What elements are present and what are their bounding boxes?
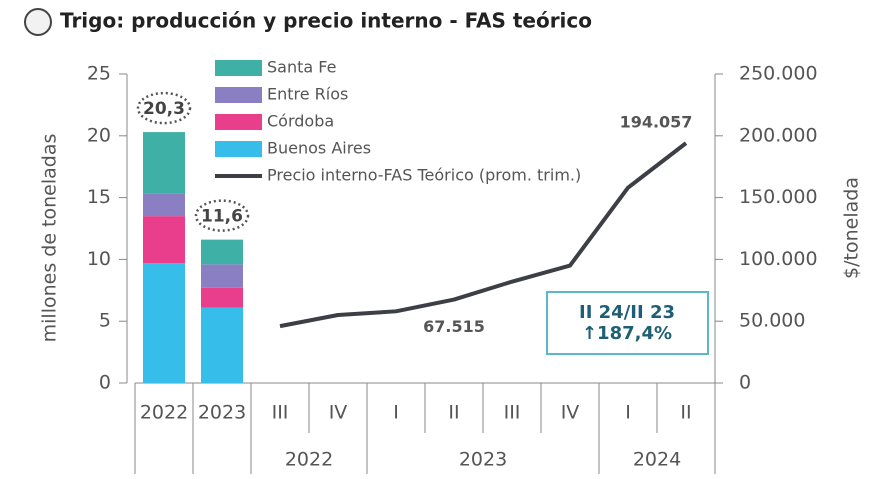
legend-swatch <box>215 141 262 157</box>
chart-title: Trigo: producción y precio interno - FAS… <box>60 9 592 33</box>
line-value-label: 67.515 <box>423 317 485 336</box>
y2-tick-label: 100.000 <box>739 248 818 270</box>
annotation-text: ↑187,4% <box>582 323 672 344</box>
x-group-label: 2022 <box>285 449 333 471</box>
y-tick-label: 15 <box>87 186 111 208</box>
y-tick-label: 0 <box>99 372 111 394</box>
total-label: 11,6 <box>201 207 243 227</box>
title-icon <box>24 8 52 36</box>
annotation-box <box>546 291 709 355</box>
total-ring <box>194 199 250 232</box>
y2-tick-label: 200.000 <box>739 124 818 146</box>
legend-swatch <box>215 87 262 103</box>
x-tick-label: III <box>504 402 521 424</box>
y2-tick-label: 250.000 <box>739 63 818 85</box>
bar-segment <box>143 263 185 383</box>
y-axis-label: millones de toneladas <box>39 134 61 343</box>
bar-segment <box>201 307 243 383</box>
price-line <box>279 141 688 329</box>
y-tick-label: 5 <box>99 310 111 332</box>
x-tick-label: II <box>680 402 691 424</box>
bar-segment <box>143 193 185 217</box>
bar-segment <box>201 264 243 288</box>
x-tick-label: I <box>393 402 399 424</box>
bar-segment <box>143 132 185 194</box>
legend-swatch <box>215 114 262 130</box>
legend-label: Buenos Aires <box>267 139 371 158</box>
y2-tick-label: 0 <box>739 372 751 394</box>
legend-label: Santa Fe <box>267 58 336 77</box>
bar-segment <box>143 216 185 264</box>
x-group-label: 2024 <box>633 449 681 471</box>
x-tick-label: 2022 <box>140 402 188 424</box>
line-value-label: 194.057 <box>620 113 693 132</box>
bar-segment <box>201 239 243 265</box>
bar-segment <box>201 287 243 308</box>
annotation-text: II 24/II 23 <box>579 302 675 323</box>
total-label: 20,3 <box>143 99 185 119</box>
x-tick-label: 2023 <box>198 402 246 424</box>
x-tick-label: I <box>625 402 631 424</box>
y2-tick-label: 150.000 <box>739 186 818 208</box>
y2-tick-label: 50.000 <box>739 310 805 332</box>
legend-swatch <box>215 60 262 76</box>
x-tick-label: II <box>448 402 459 424</box>
x-tick-label: III <box>272 402 289 424</box>
y2-axis-label: $/tonelada <box>841 177 863 279</box>
y-tick-label: 20 <box>87 124 111 146</box>
x-group-label: 2023 <box>459 449 507 471</box>
y-tick-label: 10 <box>87 248 111 270</box>
total-ring <box>136 91 192 125</box>
legend-label: Córdoba <box>267 112 334 131</box>
legend-label: Precio interno-FAS Teórico (prom. trim.) <box>267 166 581 185</box>
x-tick-label: IV <box>561 402 580 424</box>
x-tick-label: IV <box>329 402 348 424</box>
legend-label: Entre Ríos <box>267 85 348 104</box>
y-tick-label: 25 <box>87 63 111 85</box>
